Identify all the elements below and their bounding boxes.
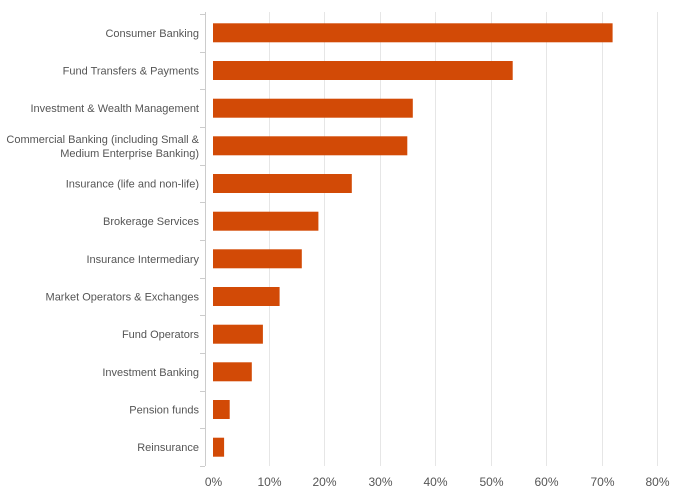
category-label-line: Reinsurance <box>137 442 199 454</box>
category-label-line: Fund Transfers & Payments <box>63 66 200 78</box>
category-label-line: Investment Banking <box>102 367 199 379</box>
bar <box>213 174 352 193</box>
category-label-line: Market Operators & Exchanges <box>46 292 200 304</box>
bar <box>213 98 413 118</box>
x-tick-label: 20% <box>312 475 336 489</box>
bar <box>213 211 319 231</box>
gridlines <box>269 12 658 466</box>
bar <box>213 362 252 382</box>
category-label-line: Insurance Intermediary <box>87 254 200 266</box>
category-label-line: Medium Enterprise Banking) <box>60 148 199 160</box>
bar <box>213 23 613 43</box>
category-label: Fund Transfers & Payments <box>63 66 200 78</box>
x-tick-label: 80% <box>645 475 669 489</box>
category-label: Reinsurance <box>137 442 199 454</box>
bar <box>213 437 225 457</box>
bar <box>213 287 280 306</box>
bars <box>213 23 613 457</box>
category-label-line: Insurance (life and non-life) <box>66 179 199 191</box>
category-label: Brokerage Services <box>103 216 199 228</box>
category-label-line: Fund Operators <box>122 329 200 341</box>
category-label: Investment & Wealth Management <box>30 103 199 115</box>
x-tick-label: 70% <box>590 475 614 489</box>
x-tick-label: 60% <box>534 475 558 489</box>
category-label: Investment Banking <box>102 367 199 379</box>
x-tick-label: 10% <box>257 475 281 489</box>
category-labels: Consumer Banking Fund Transfers & Payment… <box>6 28 199 454</box>
x-tick-label: 40% <box>423 475 447 489</box>
category-label: Fund Operators <box>122 329 200 341</box>
category-label-line: Commercial Banking (including Small & <box>6 134 199 146</box>
category-label: Insurance (life and non-life) <box>66 179 199 191</box>
category-label: Pension funds <box>129 405 199 417</box>
category-label: Consumer Banking <box>105 28 199 40</box>
bar <box>213 249 302 269</box>
category-label-line: Pension funds <box>129 405 199 417</box>
category-label-line: Brokerage Services <box>103 216 199 228</box>
x-tick-label: 30% <box>368 475 392 489</box>
x-tick-label: 50% <box>479 475 503 489</box>
bar <box>213 324 263 344</box>
category-label-line: Investment & Wealth Management <box>30 103 199 115</box>
category-label: Market Operators & Exchanges <box>46 292 200 304</box>
category-axis <box>200 12 206 467</box>
bar <box>213 400 230 419</box>
x-tick-label: 0% <box>205 475 223 489</box>
x-axis-tick-labels: 0% 10% 20% 30% 40% 50% 60% 70% 80% <box>205 475 670 489</box>
category-label-line: Consumer Banking <box>105 28 199 40</box>
bar <box>213 136 408 156</box>
bar <box>213 61 513 80</box>
category-label: Commercial Banking (including Small & Med… <box>6 134 199 160</box>
category-label: Insurance Intermediary <box>87 254 200 266</box>
